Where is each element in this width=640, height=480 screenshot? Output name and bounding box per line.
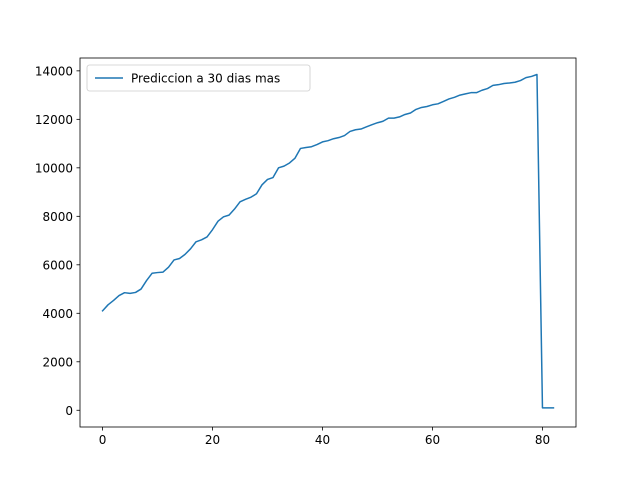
y-tick-label: 10000 [35,161,73,175]
x-tick-label: 0 [99,433,107,447]
y-tick-label: 12000 [35,113,73,127]
series-line-0 [101,73,555,409]
x-tick-label: 60 [425,433,440,447]
plot-area [101,73,555,409]
y-tick-label: 6000 [42,258,73,272]
x-tick-label: 20 [205,433,220,447]
y-tick-label: 14000 [35,64,73,78]
legend: Prediccion a 30 dias mas [86,64,311,92]
y-tick-label: 2000 [42,355,73,369]
y-tick-label: 4000 [42,307,73,321]
legend-label: Prediccion a 30 dias mas [131,72,280,86]
axes: 0 20 40 60 80 0 2000 4000 6000 8000 10000 12000 1400… [35,57,577,447]
y-tick-label: 8000 [42,210,73,224]
legend-box [86,64,311,92]
y-tick-label: 0 [65,404,73,418]
axes-frame [79,57,577,428]
x-tick-label: 80 [535,433,550,447]
x-tick-label: 40 [315,433,330,447]
